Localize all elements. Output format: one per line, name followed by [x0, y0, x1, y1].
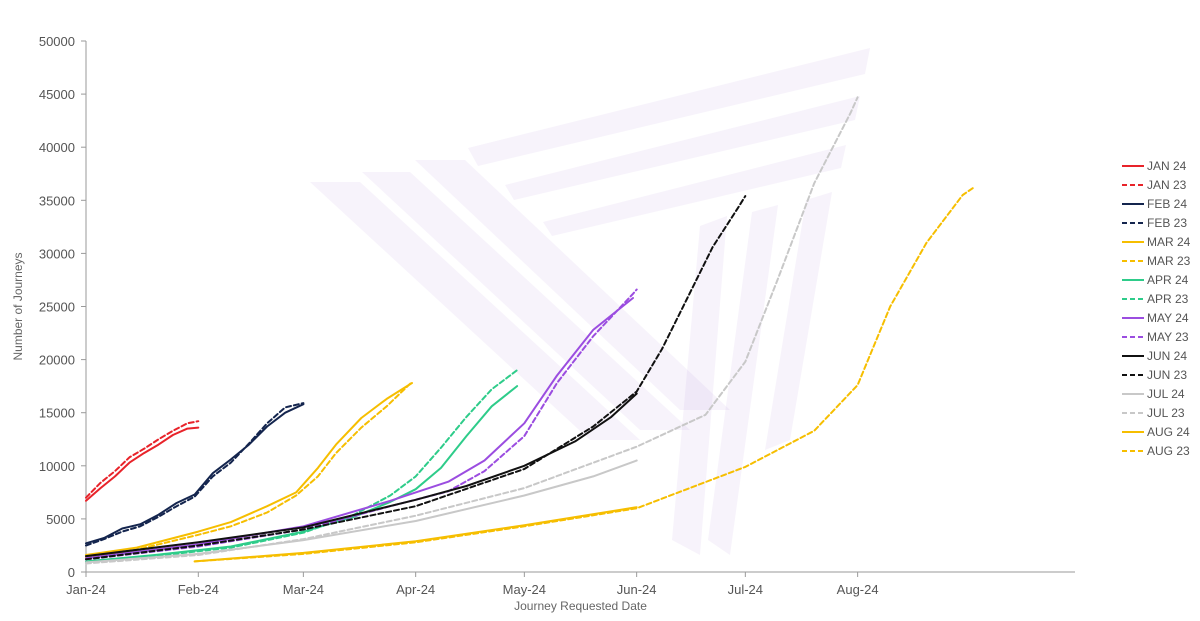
legend-label: JUL 24: [1147, 387, 1185, 401]
legend-label: AUG 23: [1147, 444, 1190, 458]
series-line-jun-23: [85, 195, 747, 561]
series-line-jan-23: [85, 420, 200, 499]
legend-label: MAR 24: [1147, 235, 1191, 249]
series-line-jan-24: [85, 426, 200, 502]
watermark-stripe: [362, 172, 690, 430]
y-axis-label: Number of Journeys: [11, 252, 25, 360]
x-tick-labels: Jan-24 Feb-24 Mar-24 Apr-24 May-24 Jun-24 Jul-…: [66, 572, 879, 597]
series-line-apr-23: [85, 369, 519, 564]
y-tick-label: 5000: [46, 512, 75, 527]
x-tick-label: Jan-24: [66, 582, 106, 597]
y-tick-label: 10000: [39, 459, 75, 474]
y-tick-label: 40000: [39, 140, 75, 155]
series-line-apr-24: [85, 385, 519, 563]
watermark-stripe: [672, 216, 727, 555]
legend-label: FEB 23: [1147, 216, 1187, 230]
legend-label: MAY 23: [1147, 330, 1189, 344]
legend: JAN 24 JAN 23 FEB 24 FEB 23 MAR 24 MAR 23 APR …: [1122, 159, 1191, 458]
y-tick-label: 0: [68, 565, 75, 580]
y-tick-label: 20000: [39, 353, 75, 368]
legend-label: JAN 24: [1147, 159, 1187, 173]
legend-label: JUN 24: [1147, 349, 1187, 363]
series-line-mar-24: [85, 382, 413, 556]
legend-label: APR 24: [1147, 273, 1189, 287]
legend-label: AUG 24: [1147, 425, 1190, 439]
y-tick-label: 15000: [39, 406, 75, 421]
legend-label: JAN 23: [1147, 178, 1187, 192]
legend-label: FEB 24: [1147, 197, 1187, 211]
y-tick-label: 45000: [39, 87, 75, 102]
x-tick-label: May-24: [503, 582, 546, 597]
y-tick-label: 25000: [39, 300, 75, 315]
y-tick-label: 30000: [39, 246, 75, 261]
y-tick-label: 35000: [39, 193, 75, 208]
series-line-mar-23: [85, 380, 413, 559]
x-tick-label: Jun-24: [617, 582, 657, 597]
legend-label: MAY 24: [1147, 311, 1189, 325]
y-tick-label: 50000: [39, 34, 75, 49]
legend-label: APR 23: [1147, 292, 1189, 306]
watermark-stripe: [708, 205, 778, 555]
watermark-stripe: [468, 48, 870, 166]
watermark-stripe: [543, 145, 846, 236]
watermark-stripe: [765, 192, 832, 450]
legend-label: JUL 23: [1147, 406, 1185, 420]
series-line-feb-24: [85, 403, 305, 545]
legend-label: MAR 23: [1147, 254, 1191, 268]
brand-watermark: [310, 48, 870, 555]
series-line-aug-23: [193, 186, 975, 563]
x-tick-label: Apr-24: [396, 582, 435, 597]
watermark-stripe: [415, 160, 730, 410]
x-tick-label: Mar-24: [283, 582, 324, 597]
series-line-jun-24: [85, 392, 638, 558]
series-line-jul-23: [85, 96, 859, 565]
x-axis-label: Journey Requested Date: [514, 599, 647, 613]
x-tick-label: Aug-24: [837, 582, 879, 597]
series-line-feb-23: [85, 402, 305, 547]
series-line-jul-24: [85, 459, 638, 564]
x-tick-label: Jul-24: [728, 582, 763, 597]
legend-label: JUN 23: [1147, 368, 1187, 382]
y-tick-labels: 0 5000 10000 15000 20000 25000 30000 35000 40000…: [39, 34, 86, 580]
x-tick-label: Feb-24: [178, 582, 219, 597]
series-lines: [85, 96, 975, 565]
watermark-stripe: [505, 96, 860, 200]
